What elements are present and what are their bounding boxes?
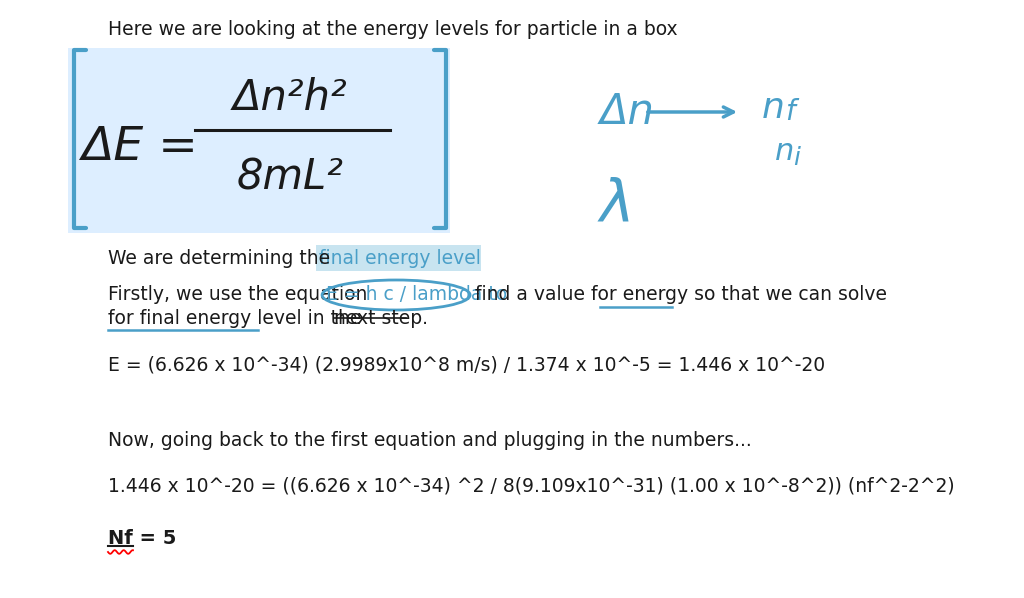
FancyBboxPatch shape	[68, 48, 450, 233]
Text: Δn²h²: Δn²h²	[232, 77, 347, 119]
Text: 1.446 x 10^-20 = ((6.626 x 10^-34) ^2 / 8(9.109x10^-31) (1.00 x 10^-8^2)) (nf^2-: 1.446 x 10^-20 = ((6.626 x 10^-34) ^2 / …	[108, 477, 954, 496]
Text: next step.: next step.	[334, 309, 428, 328]
Text: λ: λ	[600, 176, 635, 233]
FancyBboxPatch shape	[316, 245, 481, 271]
Text: 8mL²: 8mL²	[237, 157, 343, 199]
Text: i: i	[793, 146, 800, 170]
Text: E = (6.626 x 10^-34) (2.9989x10^8 m/s) / 1.374 x 10^-5 = 1.446 x 10^-20: E = (6.626 x 10^-34) (2.9989x10^8 m/s) /…	[108, 355, 825, 374]
Text: Now, going back to the first equation and plugging in the numbers...: Now, going back to the first equation an…	[108, 431, 752, 450]
Text: ΔE =: ΔE =	[82, 126, 199, 170]
Text: Nf = 5: Nf = 5	[108, 529, 176, 548]
Text: n: n	[762, 91, 797, 125]
Text: n: n	[775, 138, 795, 166]
Text: Firstly, we use the equation: Firstly, we use the equation	[108, 285, 374, 304]
Text: We are determining the: We are determining the	[108, 249, 336, 267]
Text: Here we are looking at the energy levels for particle in a box: Here we are looking at the energy levels…	[108, 20, 678, 39]
Text: f: f	[785, 98, 795, 126]
Text: final energy level: final energy level	[319, 249, 481, 267]
Text: find a value for energy so that we can solve: find a value for energy so that we can s…	[469, 285, 887, 304]
Text: E = h c / lambda to: E = h c / lambda to	[326, 285, 507, 304]
Text: Δn: Δn	[600, 91, 655, 133]
Text: for final energy level in the: for final energy level in the	[108, 309, 368, 328]
